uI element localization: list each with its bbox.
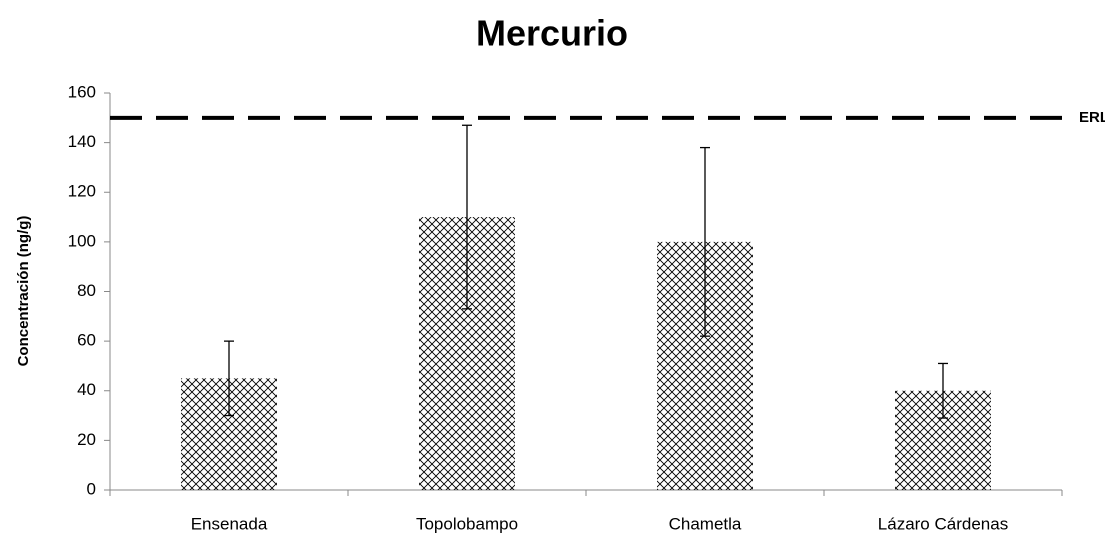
x-tick-label: Lázaro Cárdenas [878,514,1008,533]
y-tick-label: 160 [68,82,96,101]
y-tick-label: 20 [77,430,96,449]
y-tick-label: 0 [87,479,96,498]
x-tick-label: Ensenada [191,514,268,533]
y-tick-label: 60 [77,331,96,350]
y-tick-label: 140 [68,132,96,151]
reference-label: ERL [1079,109,1105,126]
x-tick-label: Chametla [669,514,742,533]
y-tick-label: 40 [77,380,96,399]
y-tick-label: 100 [68,231,96,250]
x-tick-label: Topolobampo [416,514,518,533]
chart-title: Mercurio [476,13,628,54]
y-tick-label: 80 [77,281,96,300]
y-axis-label: Concentración (ng/g) [15,216,32,367]
y-tick-label: 120 [68,182,96,201]
